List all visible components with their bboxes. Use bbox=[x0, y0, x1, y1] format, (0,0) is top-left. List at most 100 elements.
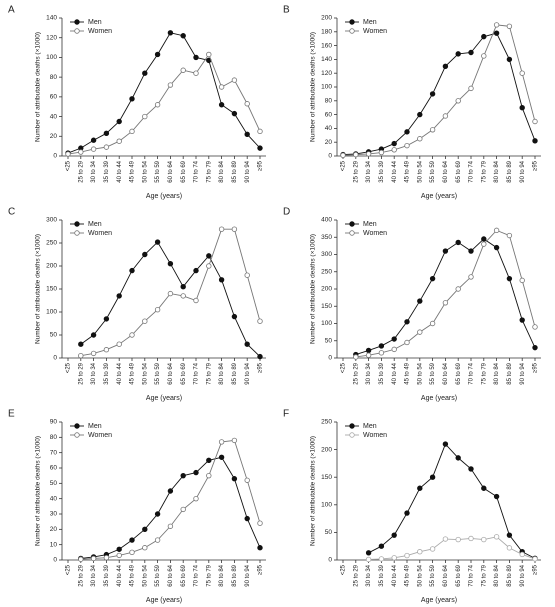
y-tick-label: 0 bbox=[328, 355, 332, 362]
y-tick-label: 100 bbox=[46, 54, 57, 61]
data-point bbox=[442, 248, 449, 254]
x-tick-label: <25 bbox=[66, 362, 72, 373]
data-point bbox=[506, 545, 513, 551]
x-tick-label: 45 to 49 bbox=[405, 564, 411, 586]
data-point bbox=[429, 127, 436, 133]
data-point bbox=[167, 30, 174, 36]
x-tick-label: 35 to 39 bbox=[104, 362, 110, 384]
data-point bbox=[180, 283, 186, 290]
y-tick-label: 70 bbox=[50, 449, 58, 456]
x-tick-label: 45 to 49 bbox=[130, 564, 136, 586]
x-tick-label: 90 to 94 bbox=[520, 160, 526, 182]
y-tick-label: 80 bbox=[50, 74, 58, 81]
panel-label: D bbox=[283, 207, 290, 218]
x-tick-label: <25 bbox=[66, 160, 72, 171]
x-tick-label: 85 to 89 bbox=[507, 564, 513, 586]
x-tick-label: 55 to 59 bbox=[155, 362, 161, 384]
x-tick-label: 75 to 79 bbox=[206, 362, 212, 384]
x-tick-label: 80 to 84 bbox=[494, 564, 500, 586]
legend-marker bbox=[74, 423, 80, 429]
data-point bbox=[206, 253, 212, 259]
x-tick-label: 30 to 34 bbox=[91, 362, 97, 384]
y-tick-label: 300 bbox=[321, 251, 332, 258]
y-tick-label: 20 bbox=[50, 526, 58, 533]
x-tick-label: 60 to 64 bbox=[443, 362, 449, 384]
y-tick-label: 300 bbox=[46, 217, 57, 224]
legend-marker bbox=[349, 423, 355, 429]
y-tick-label: 150 bbox=[46, 286, 57, 293]
data-point bbox=[257, 145, 263, 151]
x-tick-label: 70 to 74 bbox=[194, 160, 200, 182]
data-point bbox=[142, 318, 148, 324]
x-tick-label: 65 to 69 bbox=[456, 362, 462, 384]
data-point bbox=[257, 318, 263, 324]
x-tick-label: <25 bbox=[341, 160, 347, 171]
x-tick-label: 75 to 79 bbox=[206, 160, 212, 182]
data-point bbox=[519, 551, 525, 558]
data-point bbox=[116, 138, 122, 144]
data-point bbox=[206, 472, 212, 479]
data-point bbox=[417, 298, 423, 304]
x-tick-label: 50 to 54 bbox=[417, 564, 423, 586]
y-tick-label: 200 bbox=[46, 263, 57, 270]
data-point bbox=[167, 488, 174, 494]
y-tick-label: 100 bbox=[46, 309, 57, 316]
data-point bbox=[78, 556, 84, 562]
x-tick-label: 50 to 54 bbox=[142, 564, 148, 586]
legend-label: Men bbox=[88, 19, 102, 26]
legend-label: Women bbox=[363, 230, 387, 237]
y-tick-label: 180 bbox=[321, 29, 332, 36]
chart-panel: B 0 20 40 60 80 100 120 140 160 180 200 <25 25 to 29 3… bbox=[283, 5, 541, 200]
y-tick-label: 200 bbox=[321, 286, 332, 293]
data-point bbox=[154, 511, 161, 517]
panel-label: F bbox=[283, 409, 289, 420]
y-axis-label: Number of attributable deaths (×1000) bbox=[35, 32, 42, 142]
x-tick-label: 25 to 29 bbox=[353, 362, 359, 384]
data-point bbox=[244, 515, 250, 522]
x-tick-label: 75 to 79 bbox=[481, 160, 487, 182]
x-tick-label: 90 to 94 bbox=[245, 160, 251, 182]
data-point bbox=[493, 493, 500, 500]
y-tick-label: 120 bbox=[321, 70, 332, 77]
data-point bbox=[442, 113, 449, 119]
data-point bbox=[257, 353, 263, 360]
data-point bbox=[404, 510, 410, 516]
data-point bbox=[481, 33, 487, 40]
y-tick-label: 100 bbox=[321, 502, 332, 509]
data-point bbox=[506, 275, 513, 282]
y-tick-label: 150 bbox=[321, 474, 332, 481]
y-tick-label: 0 bbox=[53, 153, 57, 160]
legend-marker bbox=[74, 28, 80, 34]
data-point bbox=[103, 554, 110, 561]
data-point bbox=[218, 277, 225, 283]
data-point bbox=[442, 536, 449, 542]
data-point bbox=[493, 534, 500, 540]
x-tick-label: 40 to 44 bbox=[392, 160, 398, 182]
data-point bbox=[218, 226, 225, 232]
legend-marker bbox=[349, 19, 355, 25]
legend-marker bbox=[74, 432, 80, 438]
legend-label: Women bbox=[88, 28, 112, 35]
data-point bbox=[429, 91, 436, 97]
panel-label: E bbox=[8, 409, 15, 420]
data-point bbox=[506, 23, 513, 29]
data-point bbox=[193, 469, 199, 476]
x-tick-label: 55 to 59 bbox=[430, 564, 436, 586]
data-point bbox=[442, 441, 449, 447]
x-tick-label: 65 to 69 bbox=[456, 160, 462, 182]
data-point bbox=[481, 241, 487, 247]
data-point bbox=[365, 352, 372, 358]
x-tick-label: 75 to 79 bbox=[481, 362, 487, 384]
x-tick-label: 30 to 34 bbox=[366, 362, 372, 384]
y-tick-label: 40 bbox=[325, 125, 333, 132]
legend-label: Women bbox=[88, 230, 112, 237]
legend-marker bbox=[349, 432, 355, 438]
x-axis-label: Age (years) bbox=[146, 395, 182, 402]
y-tick-label: 50 bbox=[50, 332, 58, 339]
x-tick-label: 40 to 44 bbox=[117, 564, 123, 586]
data-point bbox=[519, 277, 525, 284]
data-point bbox=[90, 350, 97, 357]
y-tick-label: 20 bbox=[325, 139, 333, 146]
series-line bbox=[342, 32, 536, 156]
x-tick-label: 25 to 29 bbox=[353, 160, 359, 182]
